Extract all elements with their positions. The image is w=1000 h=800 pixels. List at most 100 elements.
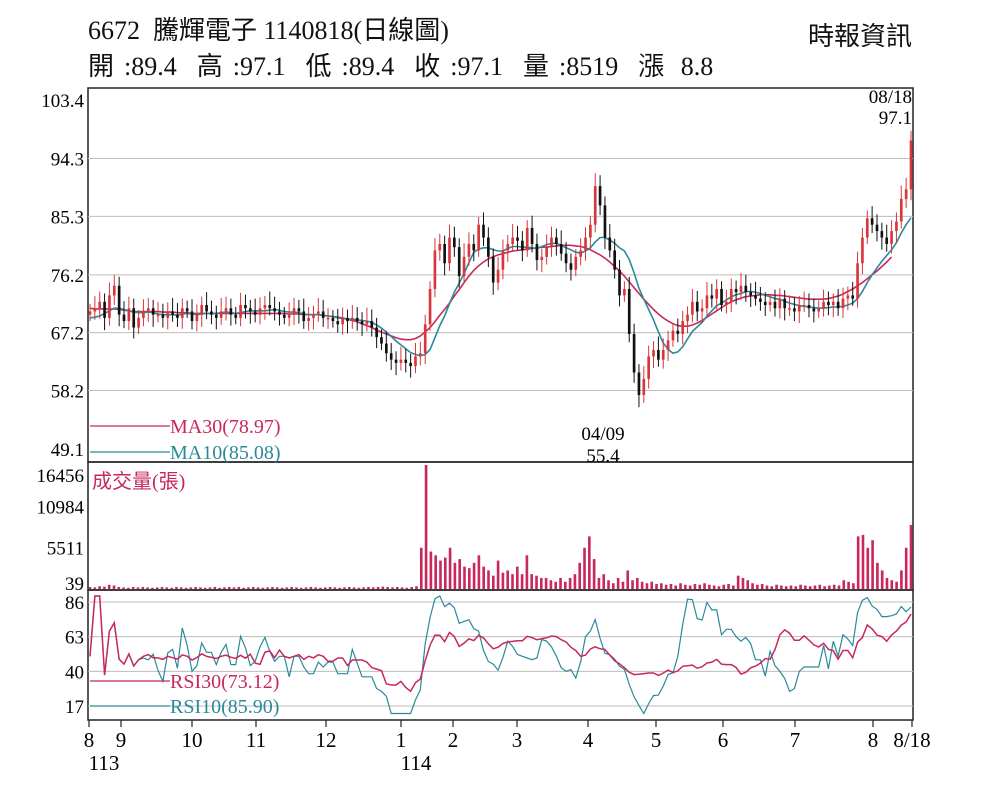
candle-body bbox=[589, 224, 592, 238]
ma30-line bbox=[89, 244, 893, 341]
candle-body bbox=[749, 292, 753, 296]
volume-bar bbox=[621, 581, 625, 589]
volume-bar bbox=[818, 584, 822, 589]
volume-label: 成交量(張) bbox=[92, 470, 185, 493]
volume-bar bbox=[688, 585, 692, 589]
candle-body bbox=[671, 330, 675, 341]
candle-body bbox=[180, 308, 184, 318]
candle-body bbox=[394, 359, 398, 363]
volume-bar bbox=[487, 570, 490, 589]
candle-body bbox=[428, 288, 432, 325]
rsi-axis-ticks: 86 63 40 17 bbox=[65, 593, 84, 718]
volume-bars bbox=[88, 465, 913, 589]
candle-body bbox=[404, 359, 408, 363]
candle-body bbox=[477, 224, 480, 251]
rsi-tick-label: 17 bbox=[65, 697, 84, 718]
volume-bar bbox=[655, 584, 658, 589]
volume-bar bbox=[184, 587, 188, 589]
x-tick-year: 113 bbox=[89, 751, 120, 775]
volume-bar bbox=[472, 562, 476, 589]
candle-body bbox=[647, 356, 650, 379]
volume-bar bbox=[160, 587, 164, 589]
volume-bar bbox=[583, 547, 586, 589]
volume-bar bbox=[693, 584, 697, 589]
candle-body bbox=[365, 321, 369, 325]
volume-bar bbox=[213, 587, 217, 589]
rsi-tick-label: 63 bbox=[65, 628, 84, 649]
volume-bar bbox=[520, 574, 524, 589]
x-tick-label: 2 bbox=[448, 728, 459, 752]
ma30-legend: MA30(78.97) bbox=[170, 416, 281, 438]
x-tick-label: 11 bbox=[246, 728, 266, 752]
candle-body bbox=[734, 288, 738, 293]
volume-bar bbox=[525, 555, 529, 589]
volume-bar bbox=[823, 586, 826, 589]
candle-body bbox=[535, 243, 539, 261]
x-tick-label: 8/18 bbox=[893, 728, 930, 752]
candle-body bbox=[569, 263, 573, 270]
candle-body bbox=[117, 285, 121, 315]
candle-body bbox=[652, 350, 655, 357]
volume-bar bbox=[732, 585, 735, 589]
candle-body bbox=[258, 308, 262, 315]
candle-body bbox=[438, 243, 442, 251]
volume-bar bbox=[347, 587, 351, 589]
candle-body bbox=[263, 305, 267, 309]
candle-body bbox=[827, 301, 830, 306]
volume-bar bbox=[506, 570, 510, 589]
volume-bar bbox=[136, 587, 140, 589]
volume-bar bbox=[568, 577, 572, 589]
volume-bar bbox=[856, 536, 860, 589]
candle-body bbox=[817, 308, 821, 312]
candle-body bbox=[190, 311, 194, 322]
volume-bar bbox=[799, 584, 802, 589]
candle-body bbox=[555, 237, 558, 244]
volume-bar bbox=[588, 536, 591, 589]
candle-body bbox=[861, 237, 864, 264]
candle-body bbox=[691, 301, 694, 315]
volume-bar bbox=[362, 587, 365, 589]
ohlc-high: 高:97.1 bbox=[196, 52, 286, 81]
candle-body bbox=[200, 305, 204, 315]
candle-body bbox=[525, 227, 529, 251]
candle-body bbox=[530, 227, 534, 244]
candle-body bbox=[453, 237, 456, 248]
volume-bar bbox=[458, 559, 462, 589]
volume-bar bbox=[535, 575, 538, 589]
ma10-legend: MA10(85.08) bbox=[170, 442, 281, 464]
volume-bar bbox=[419, 547, 423, 589]
candle-body bbox=[822, 301, 825, 309]
price-tick-label: 58.2 bbox=[51, 382, 84, 403]
price-tick-label: 85.3 bbox=[51, 207, 84, 228]
annotation-low-date: 04/09 bbox=[581, 424, 624, 445]
candle-body bbox=[224, 308, 228, 312]
volume-bar bbox=[813, 585, 817, 589]
rsi-gridlines bbox=[88, 601, 913, 707]
volume-bar bbox=[765, 585, 769, 589]
ma10-line bbox=[89, 217, 912, 357]
volume-bar bbox=[741, 577, 745, 589]
candle-body bbox=[127, 308, 131, 322]
volume-bar bbox=[674, 585, 678, 589]
candle-body bbox=[729, 288, 733, 302]
volume-bar bbox=[837, 585, 841, 589]
volume-bar bbox=[434, 555, 437, 589]
volume-bar bbox=[203, 587, 207, 589]
volume-bar bbox=[708, 584, 711, 589]
volume-bar bbox=[597, 577, 601, 589]
volume-bar bbox=[199, 587, 202, 589]
volume-bar bbox=[333, 587, 337, 589]
rsi-panel-frame bbox=[87, 589, 914, 721]
volume-bar bbox=[515, 566, 519, 589]
volume-bar bbox=[328, 587, 332, 589]
volume-bar bbox=[640, 581, 644, 589]
chart-title: 6672 騰輝電子 1140818(日線圖) bbox=[88, 10, 449, 47]
volume-bar bbox=[242, 587, 245, 589]
candle-body bbox=[846, 295, 850, 299]
candle-body bbox=[676, 330, 680, 334]
volume-bar bbox=[141, 587, 145, 589]
rsi-lines bbox=[89, 595, 912, 715]
candle-body bbox=[341, 317, 344, 325]
x-tick-label: 4 bbox=[583, 728, 594, 752]
candle-body bbox=[865, 218, 869, 238]
